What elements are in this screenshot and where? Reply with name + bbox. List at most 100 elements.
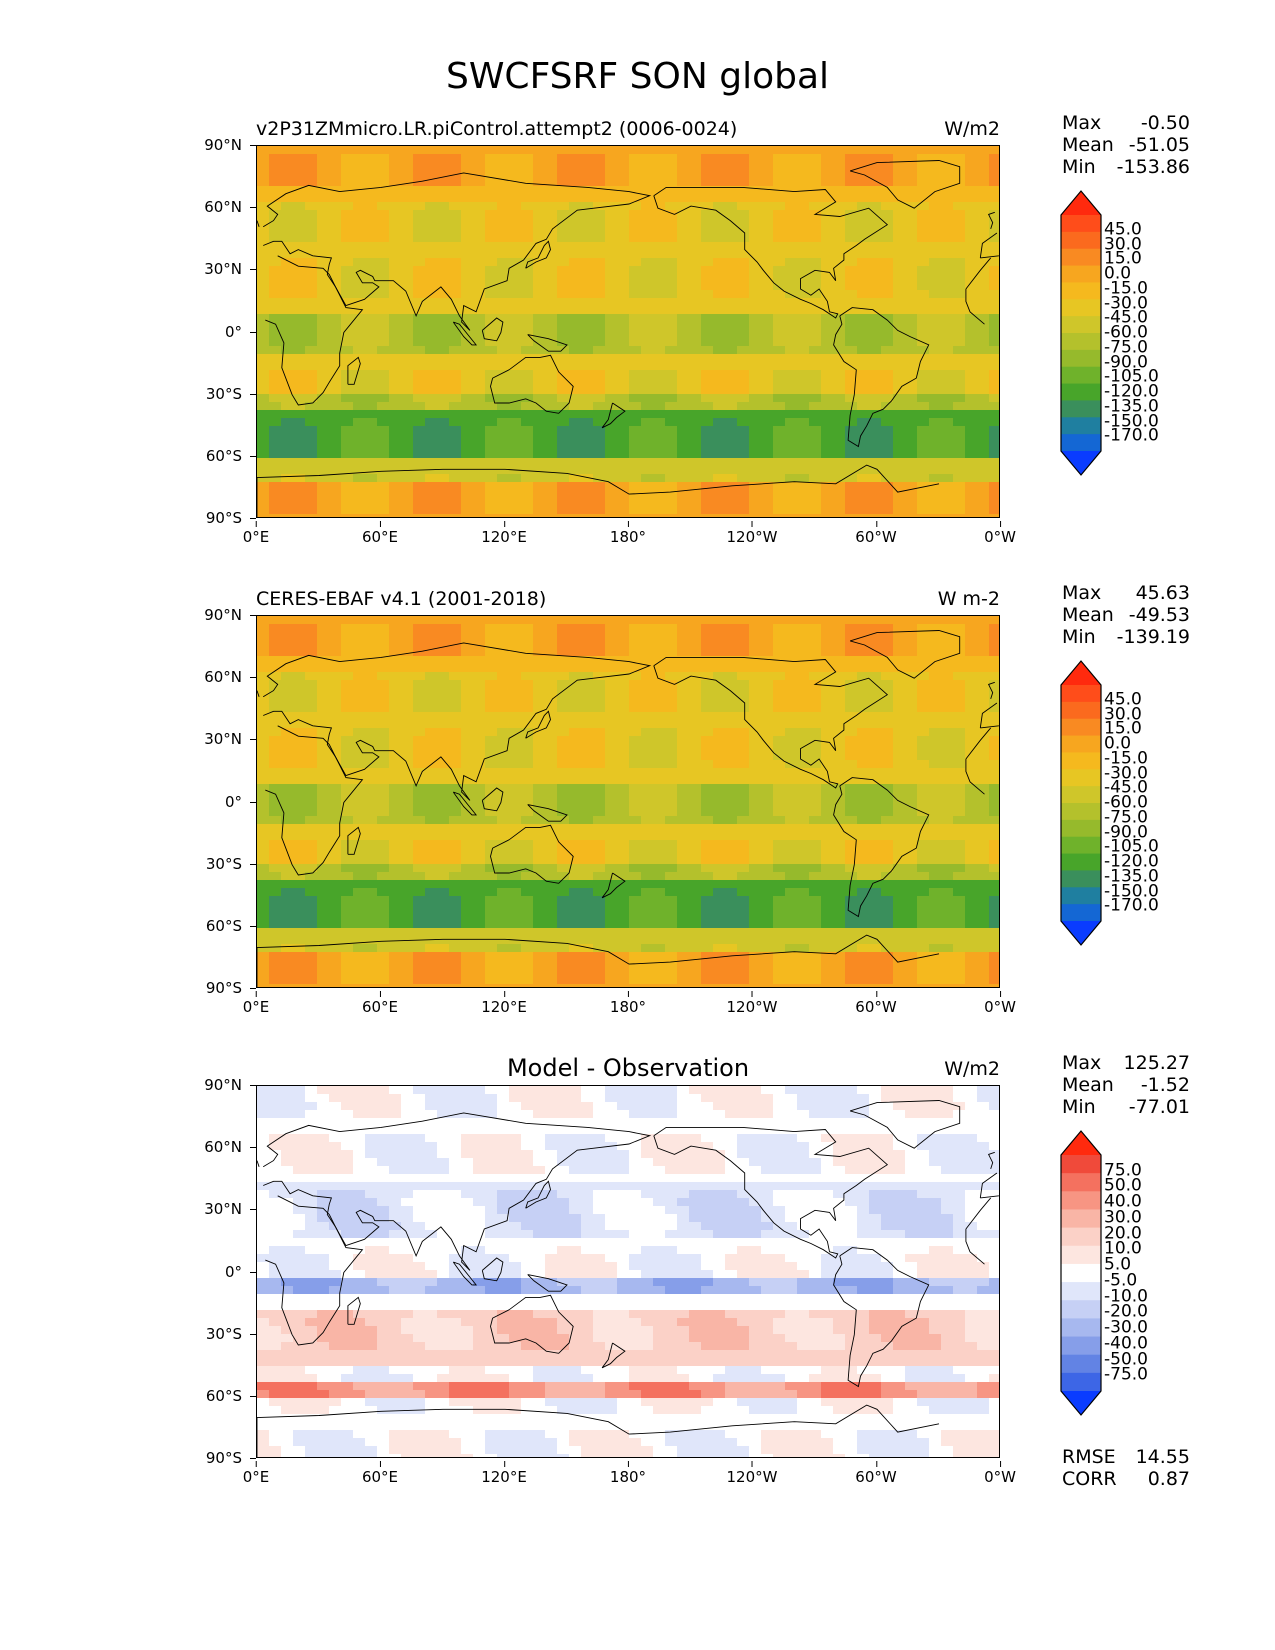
colorbar-tick-label: -30.0 (1104, 293, 1148, 313)
colorbar-svg (1060, 1130, 1102, 1416)
colorbar-segment (1061, 1282, 1101, 1301)
colorbar-segment (1061, 803, 1101, 821)
stat-row: RMSE 14.55 (1062, 1446, 1190, 1468)
colorbar-segment (1061, 316, 1101, 334)
colorbar-segment (1061, 366, 1101, 384)
colorbar-extend-min (1061, 1391, 1101, 1415)
coastlines (257, 1100, 999, 1457)
stats-box: Max 45.63 Mean -49.53 Min -139.19 (1062, 582, 1190, 648)
colorbar-segment (1061, 701, 1101, 720)
colorbar-tick-label: 5.0 (1104, 1254, 1132, 1275)
colorbar-segment (1061, 1354, 1101, 1374)
colorbar-segment (1061, 215, 1101, 233)
colorbar-extend-min (1061, 451, 1101, 475)
stat-label: Min (1062, 156, 1096, 178)
colorbar-tick-label: -75.0 (1104, 337, 1148, 358)
colorbar-tick-label: -15.0 (1104, 278, 1148, 299)
stat-label: RMSE (1062, 1446, 1116, 1468)
colorbar-segment (1061, 1372, 1101, 1392)
data-field (257, 616, 999, 987)
x-tick-label: 0°E (242, 1461, 270, 1486)
panel-units: W m-2 (937, 588, 1000, 610)
x-tick-label: 60°W (855, 1461, 897, 1486)
colorbar-segment (1061, 735, 1101, 753)
colorbar-segment (1061, 836, 1101, 854)
stat-row: Mean -51.05 (1062, 134, 1190, 156)
colorbar-extend-max (1061, 1131, 1101, 1155)
colorbar-tick-label: -5.0 (1104, 1270, 1138, 1291)
stat-label: Max (1062, 1052, 1102, 1074)
colorbar-svg (1060, 190, 1102, 476)
colorbar-tick-label: 15.0 (1104, 718, 1142, 739)
data-field (257, 1086, 999, 1457)
colorbar-segment (1061, 265, 1101, 283)
stat-label: Min (1062, 1096, 1096, 1118)
stat-value: -1.52 (1140, 1074, 1190, 1096)
map-svg (257, 616, 999, 987)
colorbar-segment (1061, 887, 1101, 905)
stat-row: Min -77.01 (1062, 1096, 1190, 1118)
colorbar-tick-label: -105.0 (1104, 836, 1159, 857)
colorbar-tick-label: 0.0 (1104, 263, 1132, 284)
data-field (257, 146, 999, 517)
map-plot (256, 145, 1000, 518)
y-tick-label: 90°S (205, 509, 257, 527)
colorbar-tick-label: -120.0 (1104, 381, 1159, 402)
x-tick-label: 60°E (361, 521, 399, 546)
colorbar-segment (1061, 685, 1101, 703)
stat-value: -49.53 (1128, 604, 1190, 626)
stat-value: 14.55 (1135, 1446, 1190, 1468)
stats-box: Max -0.50 Mean -51.05 Min -153.86 (1062, 112, 1190, 178)
y-tick-label: 30°S (205, 384, 257, 403)
coastlines (257, 160, 999, 517)
stat-value: 125.27 (1123, 1052, 1190, 1074)
x-tick-label: 180° (609, 1461, 647, 1486)
x-tick-label: 120°W (726, 521, 778, 546)
stat-row: Mean -1.52 (1062, 1074, 1190, 1096)
colorbar-tick-label: 75.0 (1104, 1160, 1142, 1181)
stat-label: CORR (1062, 1468, 1117, 1490)
stat-row: Mean -49.53 (1062, 604, 1190, 626)
stat-label: Max (1062, 582, 1102, 604)
colorbar-extend-min (1061, 921, 1101, 945)
colorbar-tick-label: 40.0 (1104, 1191, 1142, 1212)
panel-model: v2P31ZMmicro.LR.piControl.attempt2 (0006… (0, 112, 1275, 578)
colorbar-segment (1061, 282, 1101, 300)
stat-row: CORR 0.87 (1062, 1468, 1190, 1490)
colorbar-tick-label: -20.0 (1104, 1301, 1148, 1322)
colorbar-tick-label: -45.0 (1104, 307, 1148, 328)
x-tick-label: 120°W (726, 1461, 778, 1486)
stat-value: -153.86 (1116, 156, 1190, 178)
colorbar-tick-label: 0.0 (1104, 733, 1132, 754)
y-tick-label: 0° (224, 792, 257, 811)
colorbar-segment (1061, 1336, 1101, 1356)
colorbar-segment (1061, 870, 1101, 888)
colorbar-segment (1061, 434, 1101, 452)
colorbar-extend-max (1061, 661, 1101, 685)
stat-value: -77.01 (1128, 1096, 1190, 1118)
x-tick-label: 120°E (481, 521, 527, 546)
stat-label: Max (1062, 112, 1102, 134)
stat-value: -139.19 (1116, 626, 1190, 648)
colorbar-segment (1061, 248, 1101, 266)
colorbar-segment (1061, 417, 1101, 435)
colorbar-tick-label: -10.0 (1104, 1286, 1148, 1307)
colorbar-segment (1061, 904, 1101, 922)
colorbar-segment (1061, 333, 1101, 351)
map-plot (256, 615, 1000, 988)
colorbar-extend-max (1061, 191, 1101, 215)
stat-value: -0.50 (1140, 112, 1190, 134)
colorbar-tick-label: -135.0 (1104, 866, 1159, 887)
x-tick-label: 180° (609, 991, 647, 1016)
colorbar-segment (1061, 400, 1101, 418)
panel-difference: Model - Observation W/m2 90°N 60°N 30°N 0° 3… (0, 1052, 1275, 1518)
x-tick-label: 120°E (481, 991, 527, 1016)
colorbar-segment (1061, 299, 1101, 317)
y-tick-label: 30°S (205, 854, 257, 873)
y-tick-label: 60°S (205, 1386, 257, 1405)
y-tick-label: 90°S (205, 1449, 257, 1467)
y-tick-label: 30°S (205, 1324, 257, 1343)
colorbar-tick-label: -150.0 (1104, 881, 1159, 901)
summary-box: RMSE 14.55 CORR 0.87 (1062, 1446, 1190, 1490)
stat-value: 0.87 (1147, 1468, 1190, 1490)
